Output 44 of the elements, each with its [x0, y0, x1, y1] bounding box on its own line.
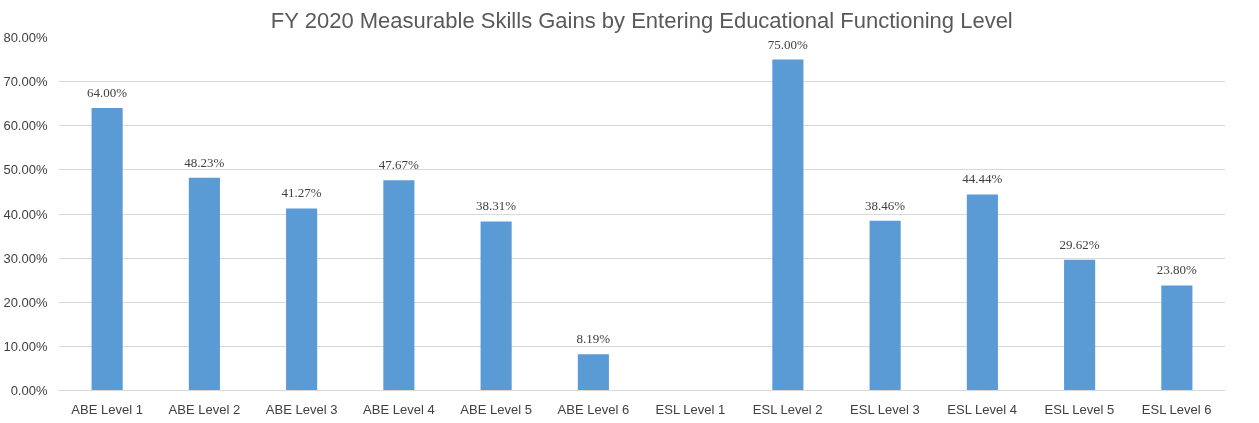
x-tick-label: ABE Level 4: [363, 401, 435, 417]
data-label: 75.00%: [767, 36, 809, 52]
x-tick-label: ESL Level 4: [947, 401, 1017, 417]
bar: [383, 180, 415, 391]
data-label: 41.27%: [281, 185, 322, 201]
x-tick-label: ABE Level 6: [557, 401, 630, 417]
bar: [772, 59, 804, 391]
data-label: 64.00%: [87, 85, 128, 101]
x-tick-label: ABE Level 2: [168, 401, 241, 417]
x-tick-label: ESL Level 6: [1141, 401, 1212, 417]
x-tick-label: ESL Level 3: [850, 401, 920, 417]
y-tick-label: 30.00%: [3, 250, 48, 266]
y-tick-label: 50.00%: [3, 162, 48, 178]
y-tick-label: 60.00%: [3, 118, 48, 134]
x-tick-label: ABE Level 5: [460, 401, 532, 417]
data-label: 48.23%: [184, 154, 225, 170]
bar: [966, 194, 998, 391]
x-tick-label: ESL Level 2: [752, 401, 823, 417]
bar: [480, 221, 512, 391]
x-tick-label: ESL Level 5: [1044, 401, 1115, 417]
data-label: 38.31%: [476, 198, 517, 214]
x-tick-label: ABE Level 1: [71, 401, 143, 417]
data-label: 8.19%: [576, 331, 611, 347]
y-tick-label: 70.00%: [3, 74, 48, 90]
bar: [1161, 285, 1193, 391]
data-label: 38.46%: [865, 197, 906, 213]
y-tick-label: 20.00%: [3, 294, 48, 310]
bar: [1064, 259, 1096, 391]
y-tick-label: 40.00%: [3, 206, 48, 222]
y-tick-label: 10.00%: [3, 338, 48, 354]
data-label: 23.80%: [1156, 262, 1198, 278]
chart-title: FY 2020 Measurable Skills Gains by Entering Educational Functioning Level: [270, 7, 1013, 33]
x-tick-label: ABE Level 3: [265, 401, 338, 417]
bar: [188, 177, 220, 391]
bar: [869, 220, 901, 391]
y-tick-label: 0.00%: [10, 383, 48, 398]
data-label: 29.62%: [1059, 236, 1100, 252]
data-label: 44.44%: [962, 171, 1003, 187]
y-tick-label: 80.00%: [3, 30, 48, 45]
x-tick-label: ESL Level 1: [655, 401, 726, 417]
bar: [91, 108, 123, 391]
bar: [577, 354, 609, 391]
bar: [286, 208, 318, 391]
data-label: 47.67%: [378, 157, 420, 173]
